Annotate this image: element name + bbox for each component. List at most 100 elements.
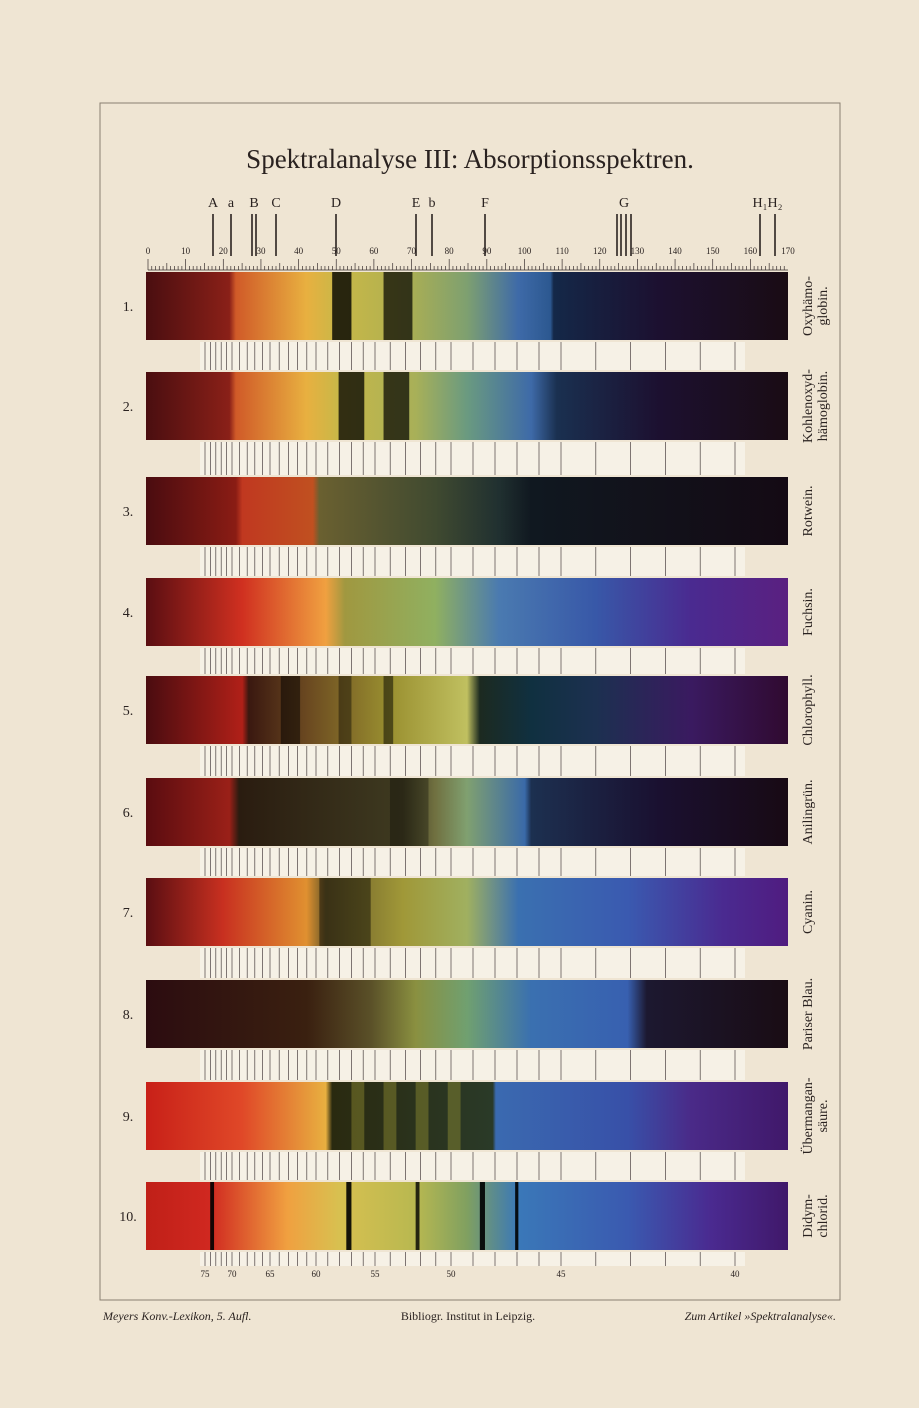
spectrum-band bbox=[146, 578, 788, 646]
spectrum-name: globin. bbox=[816, 286, 831, 325]
scale-label: 130 bbox=[631, 246, 645, 256]
comb-strip bbox=[200, 1252, 745, 1266]
scale-label: 0 bbox=[146, 246, 151, 256]
absorption-band bbox=[338, 372, 365, 440]
spectrum-number: 8. bbox=[123, 1008, 134, 1023]
spectrum-number: 10. bbox=[119, 1210, 137, 1225]
footer-right: Zum Artikel »Spektralanalyse«. bbox=[685, 1309, 836, 1323]
spectrum-band bbox=[146, 878, 788, 946]
comb-strip bbox=[200, 547, 745, 576]
absorption-band bbox=[479, 1182, 485, 1250]
spectrum-name: Anilingrün. bbox=[801, 780, 816, 845]
spectrum-name: chlorid. bbox=[816, 1194, 831, 1237]
absorption-band bbox=[415, 1082, 429, 1150]
spectrum-name: Chlorophyll. bbox=[801, 674, 816, 745]
spectrum-band bbox=[146, 676, 788, 744]
fraunhofer-label: D bbox=[331, 196, 341, 211]
scale-label: 100 bbox=[518, 246, 532, 256]
scale-label: 120 bbox=[593, 246, 607, 256]
spectrum-name: Didym- bbox=[801, 1194, 816, 1238]
fraunhofer-label: b bbox=[429, 196, 436, 211]
wavelength-label: 40 bbox=[731, 1269, 741, 1279]
absorption-band bbox=[338, 676, 352, 744]
spectrum-number: 9. bbox=[123, 1110, 134, 1125]
scale-label: 80 bbox=[445, 246, 455, 256]
scale-label: 90 bbox=[482, 246, 492, 256]
absorption-band bbox=[515, 1182, 519, 1250]
scale-label: 150 bbox=[706, 246, 720, 256]
absorption-band bbox=[383, 1082, 397, 1150]
comb-strip bbox=[200, 1050, 745, 1080]
fraunhofer-label: B bbox=[249, 196, 258, 211]
absorption-band bbox=[332, 272, 352, 340]
scale-label: 160 bbox=[744, 246, 758, 256]
spectrum-name: Übermangan- bbox=[799, 1077, 816, 1154]
spectrum-band bbox=[146, 372, 788, 440]
absorption-band bbox=[383, 272, 413, 340]
comb-strip bbox=[200, 648, 745, 674]
scale-label: 30 bbox=[256, 246, 266, 256]
wavelength-label: 50 bbox=[447, 1269, 457, 1279]
spectrum-number: 1. bbox=[123, 300, 134, 315]
fraunhofer-label: F bbox=[481, 196, 489, 211]
spectrum-band bbox=[146, 778, 788, 846]
scale-label: 60 bbox=[369, 246, 379, 256]
spectrum-band bbox=[146, 477, 788, 545]
absorption-band bbox=[383, 676, 394, 744]
absorption-band bbox=[447, 1082, 461, 1150]
comb-strip bbox=[200, 948, 745, 978]
absorption-band bbox=[319, 878, 371, 946]
spectrum-band bbox=[146, 980, 788, 1048]
comb-strip bbox=[200, 746, 745, 776]
spectrum-name: Rotwein. bbox=[801, 486, 816, 537]
spectrum-name: Fuchsin. bbox=[801, 588, 816, 636]
absorption-band bbox=[415, 1182, 420, 1250]
fraunhofer-label: E bbox=[412, 196, 421, 211]
wavelength-label: 65 bbox=[266, 1269, 276, 1279]
comb-strip bbox=[200, 848, 745, 876]
scale-label: 170 bbox=[781, 246, 795, 256]
spectrum-name: Oxyhämo- bbox=[801, 276, 816, 336]
comb-strip bbox=[200, 1152, 745, 1180]
fraunhofer-label: H₁H₂ bbox=[753, 196, 783, 211]
scale-label: 40 bbox=[294, 246, 304, 256]
scale-label: 70 bbox=[407, 246, 417, 256]
fraunhofer-label: A bbox=[208, 196, 219, 211]
fraunhofer-label: C bbox=[271, 196, 280, 211]
absorption-band bbox=[389, 778, 429, 846]
spectrum-name: Kohlenoxyd- bbox=[801, 369, 816, 443]
fraunhofer-label: a bbox=[228, 196, 235, 211]
spectrum-name: hämoglobin. bbox=[816, 371, 831, 441]
spectrum-number: 6. bbox=[123, 806, 134, 821]
wavelength-label: 45 bbox=[557, 1269, 567, 1279]
absorption-band bbox=[210, 1182, 215, 1250]
spectrum-number: 7. bbox=[123, 906, 134, 921]
frame bbox=[99, 102, 841, 1301]
spectrum-band bbox=[146, 1082, 788, 1150]
spectrum-band bbox=[146, 272, 788, 340]
scale-label: 10 bbox=[181, 246, 191, 256]
spectrum-band bbox=[146, 1182, 788, 1250]
spectrum-number: 3. bbox=[123, 505, 134, 520]
wavelength-label: 55 bbox=[371, 1269, 381, 1279]
wavelength-label: 60 bbox=[312, 1269, 322, 1279]
footer-left: Meyers Konv.-Lexikon, 5. Aufl. bbox=[102, 1309, 252, 1323]
spectrum-number: 2. bbox=[123, 400, 134, 415]
title: Spektralanalyse III: Absorptionsspektren… bbox=[246, 144, 694, 174]
spectrum-name: Pariser Blau. bbox=[801, 978, 816, 1050]
spectrum-number: 4. bbox=[123, 606, 134, 621]
spectrum-number: 5. bbox=[123, 704, 134, 719]
absorption-band bbox=[280, 676, 301, 744]
comb-strip bbox=[200, 442, 745, 475]
spectrum-name: Cyanin. bbox=[801, 890, 816, 934]
footer-center: Bibliogr. Institut in Leipzig. bbox=[401, 1309, 535, 1323]
fraunhofer-label: G bbox=[619, 196, 629, 211]
wavelength-label: 75 bbox=[201, 1269, 211, 1279]
comb-strip bbox=[200, 342, 745, 370]
spectrum-name: säure. bbox=[816, 1099, 831, 1132]
scale-label: 140 bbox=[668, 246, 682, 256]
wavelength-label: 70 bbox=[228, 1269, 238, 1279]
absorption-band bbox=[346, 1182, 352, 1250]
absorption-band bbox=[383, 372, 410, 440]
